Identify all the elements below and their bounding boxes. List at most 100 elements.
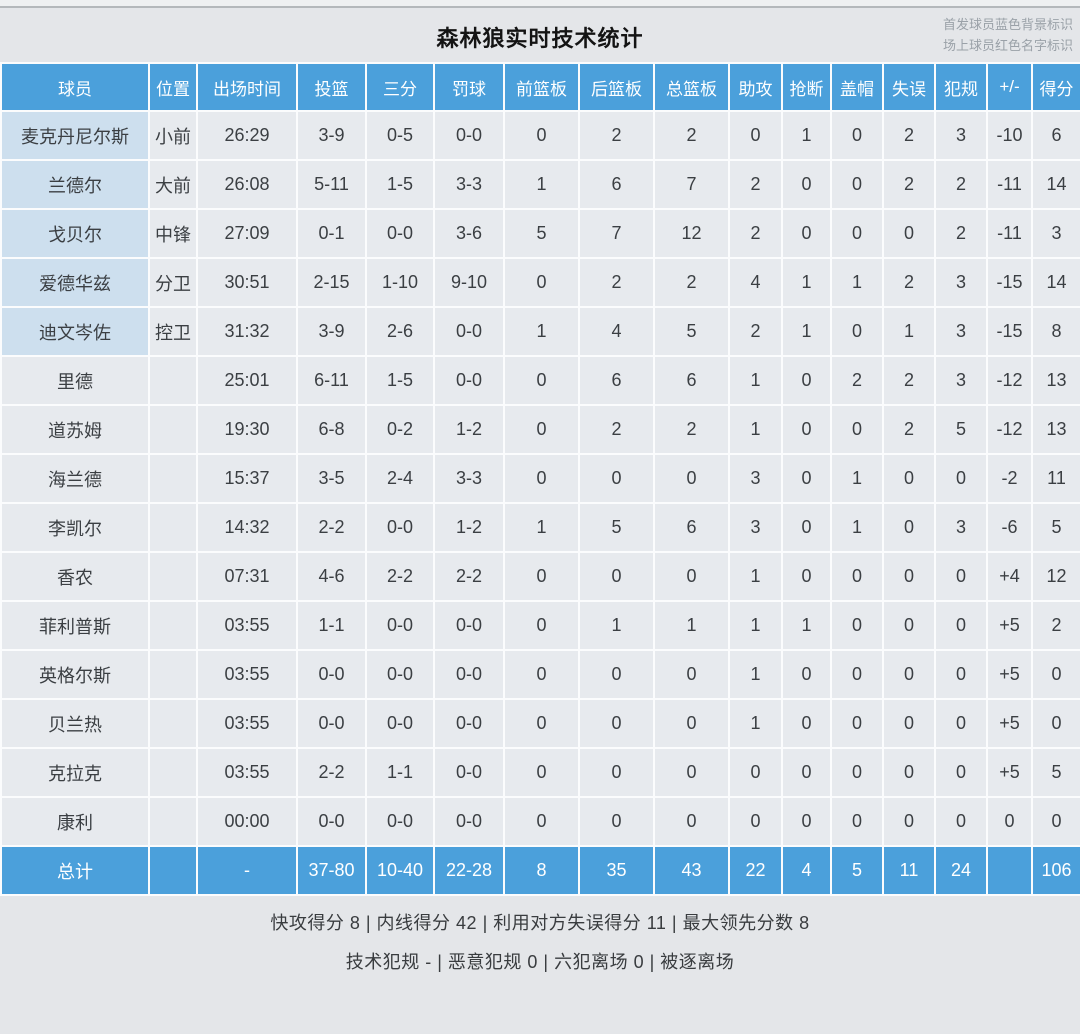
stat-cell: 0-0 (365, 796, 435, 847)
stat-cell: 0 (503, 257, 580, 308)
stat-cell: 0 (781, 747, 832, 798)
stat-cell: 0 (781, 404, 832, 455)
stat-cell: 1 (653, 600, 730, 651)
stat-cell: -15 (986, 257, 1033, 308)
player-name-cell: 兰德尔 (0, 159, 150, 210)
top-divider (0, 0, 1080, 8)
stat-cell: 2 (882, 110, 936, 161)
stat-cell: 1-2 (433, 502, 505, 553)
stat-cell: 12 (1031, 551, 1080, 602)
stat-cell: 1 (781, 257, 832, 308)
stat-cell: 1 (578, 600, 655, 651)
stat-cell: 0 (934, 551, 988, 602)
stat-cell: 0 (578, 551, 655, 602)
stat-cell: 0-0 (433, 747, 505, 798)
stat-cell: 0 (986, 796, 1033, 847)
stat-cell: 0 (503, 355, 580, 406)
stat-cell: 7 (653, 159, 730, 210)
stat-cell: 14:32 (196, 502, 298, 553)
stat-cell: 5 (934, 404, 988, 455)
stat-cell: 0-0 (365, 649, 435, 700)
stat-cell: 0 (1031, 796, 1080, 847)
stat-cell: 0-0 (433, 600, 505, 651)
stat-cell: 2 (578, 404, 655, 455)
stat-cell: 1 (728, 600, 783, 651)
stat-cell: 3 (934, 355, 988, 406)
player-row: 兰德尔 大前 26:08 5-11 1-5 3-3 1 6 7 2 0 0 2 2 -11 14 (0, 159, 1080, 210)
player-row: 海兰德 15:37 3-5 2-4 3-3 0 0 0 3 0 1 0 0 -2 11 (0, 453, 1080, 504)
stat-cell: 3 (934, 257, 988, 308)
stat-cell: 0-5 (365, 110, 435, 161)
player-position-cell (148, 796, 198, 847)
player-position-cell: 小前 (148, 110, 198, 161)
player-name-cell: 克拉克 (0, 747, 150, 798)
stat-cell: 5 (578, 502, 655, 553)
player-name-cell: 英格尔斯 (0, 649, 150, 700)
stat-cell: 5-11 (296, 159, 367, 210)
total-stat-cell: 4 (781, 845, 832, 896)
stat-cell: 03:55 (196, 600, 298, 651)
stat-cell: 4 (578, 306, 655, 357)
stat-cell: 19:30 (196, 404, 298, 455)
stat-cell: 0 (578, 796, 655, 847)
player-position-cell: 大前 (148, 159, 198, 210)
stat-cell: 0 (830, 404, 884, 455)
stat-cell: 0-0 (433, 355, 505, 406)
stat-cell: 3-6 (433, 208, 505, 259)
stat-cell: +5 (986, 600, 1033, 651)
stat-cell: 0 (830, 110, 884, 161)
stat-cell: 0 (882, 649, 936, 700)
stat-cell: 0 (830, 159, 884, 210)
total-stat-cell: 35 (578, 845, 655, 896)
stat-cell: 0 (830, 649, 884, 700)
stat-cell: 0 (653, 453, 730, 504)
stat-cell: 3 (934, 306, 988, 357)
column-header-2: 位置 (148, 62, 198, 112)
stat-cell: 0 (653, 747, 730, 798)
stat-cell: 2 (653, 404, 730, 455)
stat-cell: 6-11 (296, 355, 367, 406)
stat-cell: 0-0 (365, 600, 435, 651)
stat-cell: 0-0 (433, 306, 505, 357)
page-title: 森林狼实时技术统计 (436, 26, 644, 51)
stats-table: 球员 位置 出场时间 投篮 三分 罚球 前篮板 后篮板 总篮板 助攻 抢断 盖帽 失误 犯规 +/- 得分 麦… (0, 62, 1080, 896)
stat-cell: 2-4 (365, 453, 435, 504)
stat-cell: 0 (503, 404, 580, 455)
stat-cell: 1 (781, 110, 832, 161)
stat-cell: 2-2 (296, 747, 367, 798)
stat-cell: 2 (830, 355, 884, 406)
stat-cell: 2 (653, 110, 730, 161)
stat-cell: 03:55 (196, 747, 298, 798)
stat-cell: 11 (1031, 453, 1080, 504)
player-position-cell (148, 502, 198, 553)
player-name-cell: 迪文岑佐 (0, 306, 150, 357)
stat-cell: 0-0 (433, 698, 505, 749)
stat-cell: 13 (1031, 404, 1080, 455)
column-header-3: 出场时间 (196, 62, 298, 112)
stat-cell: 0 (882, 698, 936, 749)
stat-cell: 2 (882, 257, 936, 308)
stat-cell: 2 (1031, 600, 1080, 651)
stat-cell: 0 (653, 796, 730, 847)
stat-cell: 0 (882, 502, 936, 553)
player-position-cell: 分卫 (148, 257, 198, 308)
player-row: 迪文岑佐 控卫 31:32 3-9 2-6 0-0 1 4 5 2 1 0 1 3 -15 8 (0, 306, 1080, 357)
player-row: 爱德华兹 分卫 30:51 2-15 1-10 9-10 0 2 2 4 1 1 2 3 -15 14 (0, 257, 1080, 308)
stat-cell: 0-0 (296, 649, 367, 700)
stat-cell: 0-0 (433, 110, 505, 161)
stat-cell: 5 (653, 306, 730, 357)
column-header-5: 三分 (365, 62, 435, 112)
stat-cell: 0 (781, 698, 832, 749)
stat-cell: 13 (1031, 355, 1080, 406)
stat-cell: 1 (830, 453, 884, 504)
stat-cell: 0 (578, 698, 655, 749)
player-row: 贝兰热 03:55 0-0 0-0 0-0 0 0 0 1 0 0 0 0 +5 0 (0, 698, 1080, 749)
stat-cell: 2 (578, 110, 655, 161)
stat-cell: 0 (503, 796, 580, 847)
stat-cell: 0 (882, 453, 936, 504)
stat-cell: 2-15 (296, 257, 367, 308)
player-position-cell: 中锋 (148, 208, 198, 259)
stat-cell: 2 (653, 257, 730, 308)
stat-cell: 0 (781, 649, 832, 700)
stat-cell: 0 (934, 796, 988, 847)
